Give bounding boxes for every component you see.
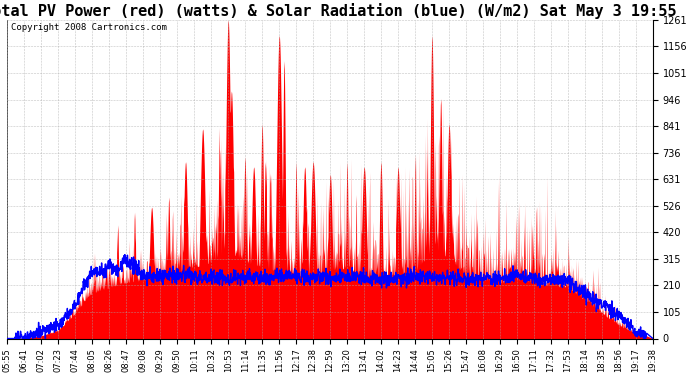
Title: Total PV Power (red) (watts) & Solar Radiation (blue) (W/m2) Sat May 3 19:55: Total PV Power (red) (watts) & Solar Rad… <box>0 3 677 19</box>
Text: Copyright 2008 Cartronics.com: Copyright 2008 Cartronics.com <box>10 23 166 32</box>
